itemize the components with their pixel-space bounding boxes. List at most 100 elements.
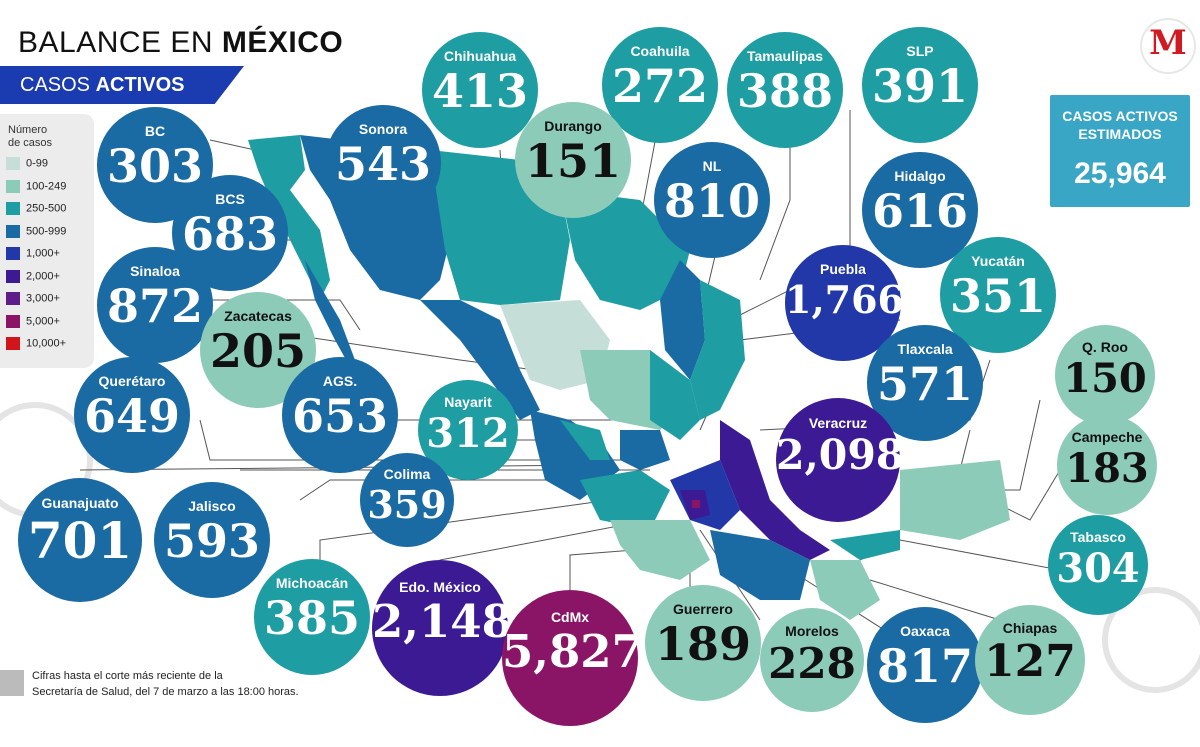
state-active-cases: 701 xyxy=(27,511,133,571)
state-active-cases: 543 xyxy=(334,137,432,192)
legend-label: 2,000+ xyxy=(26,269,60,282)
legend-item: 5,000+ xyxy=(6,314,60,328)
state-bubble: Chiapas 127 xyxy=(975,605,1085,715)
legend-swatch xyxy=(6,202,20,215)
state-active-cases: 303 xyxy=(106,139,204,194)
state-active-cases: 653 xyxy=(291,389,389,444)
state-name: BC xyxy=(144,123,166,140)
state-name: Coahuila xyxy=(630,43,690,60)
state-name: Colima xyxy=(383,466,431,483)
state-name: Michoacán xyxy=(275,575,349,592)
state-bubble: Chihuahua 413 xyxy=(422,32,538,148)
state-name: Jalisco xyxy=(188,498,236,515)
state-name: AGS. xyxy=(322,373,358,390)
state-bubble: Oaxaca 817 xyxy=(867,607,983,723)
milenio-logo: M xyxy=(1140,18,1196,74)
state-name: Sinaloa xyxy=(130,263,180,280)
state-bubble: Morelos 228 xyxy=(760,608,864,712)
state-name: Tamaulipas xyxy=(747,48,823,65)
state-bubble: Durango 151 xyxy=(515,102,631,218)
state-active-cases: 189 xyxy=(654,617,752,672)
state-bubble: Michoacán 385 xyxy=(254,559,370,675)
state-bubble: BC 303 xyxy=(97,107,213,223)
state-active-cases: 413 xyxy=(431,64,529,119)
state-active-cases: 205 xyxy=(209,324,307,379)
footnote-marker xyxy=(0,670,24,696)
state-name: Durango xyxy=(544,118,602,135)
state-active-cases: 593 xyxy=(163,514,261,569)
state-active-cases: 127 xyxy=(984,636,1076,688)
legend-label: 0-99 xyxy=(26,157,49,170)
state-active-cases: 649 xyxy=(83,389,181,444)
state-active-cases: 312 xyxy=(426,410,510,457)
state-bubble: Tamaulipas 388 xyxy=(727,32,843,148)
state-bubble: Tlaxcala 571 xyxy=(867,325,983,441)
state-active-cases: 391 xyxy=(871,59,969,114)
state-name: Querétaro xyxy=(98,373,166,390)
state-active-cases: 351 xyxy=(949,269,1047,324)
legend-label: 3,000+ xyxy=(26,292,60,305)
state-bubble: Sonora 543 xyxy=(325,105,441,221)
estimated-cases-box: CASOS ACTIVOS ESTIMADOS 25,964 xyxy=(1050,95,1190,207)
state-name: Chihuahua xyxy=(443,48,517,65)
state-bubble: Yucatán 351 xyxy=(940,237,1056,353)
legend-swatch xyxy=(6,157,20,170)
state-bubble: Puebla 1,766 xyxy=(785,245,904,361)
legend-label: 100-249 xyxy=(26,179,67,192)
state-name: Hidalgo xyxy=(894,168,946,185)
legend-label: 500-999 xyxy=(26,224,67,237)
state-bubble: NL 810 xyxy=(654,142,770,258)
state-active-cases: 1,766 xyxy=(785,277,904,323)
state-name: Sonora xyxy=(358,121,408,138)
estimated-cases-value: 25,964 xyxy=(1074,157,1166,190)
state-active-cases: 228 xyxy=(768,638,856,688)
state-bubble: Colima 359 xyxy=(360,453,454,547)
state-name: BCS xyxy=(215,191,245,208)
state-bubble: Querétaro 649 xyxy=(74,357,190,473)
legend-label: 250-500 xyxy=(26,202,67,215)
state-name: Guerrero xyxy=(673,601,733,618)
state-bubble: Edo. México 2,148 xyxy=(372,560,513,696)
legend-item: 250-500 xyxy=(6,202,66,215)
state-bubble: Sinaloa 872 xyxy=(97,247,213,363)
state-name: Yucatán xyxy=(971,253,1025,270)
state-bubble: Coahuila 272 xyxy=(602,27,718,143)
footnote: Cifras hasta el corte más reciente de la… xyxy=(32,670,299,698)
state-name: Guanajuato xyxy=(41,495,119,512)
legend-swatch xyxy=(6,314,20,328)
state-active-cases: 151 xyxy=(524,134,622,189)
state-active-cases: 683 xyxy=(181,207,279,262)
state-active-cases: 272 xyxy=(611,59,709,114)
legend-title: Número de casos xyxy=(8,124,53,149)
state-active-cases: 872 xyxy=(106,279,204,334)
state-name: Puebla xyxy=(820,261,866,278)
legend-label: 10,000+ xyxy=(26,337,67,350)
state-active-cases: 388 xyxy=(736,64,834,119)
state-bubble: Tabasco 304 xyxy=(1048,515,1148,615)
state-name: Campeche xyxy=(1071,429,1143,445)
legend-label: 1,000+ xyxy=(26,247,60,260)
state-active-cases: 810 xyxy=(663,174,761,229)
state-bubble: Jalisco 593 xyxy=(154,482,270,598)
state-active-cases: 183 xyxy=(1065,445,1149,492)
state-name: Q. Roo xyxy=(1082,339,1128,355)
state-active-cases: 817 xyxy=(876,639,974,694)
legend-item: 10,000+ xyxy=(6,337,66,350)
state-active-cases: 150 xyxy=(1063,355,1147,402)
legend-swatch xyxy=(6,292,20,305)
state-active-cases: 5,827 xyxy=(502,625,643,679)
legend-item: 500-999 xyxy=(6,224,67,238)
state-bubble: Guanajuato 701 xyxy=(18,478,142,602)
legend-item: 3,000+ xyxy=(6,292,60,305)
state-bubble: Campeche 183 xyxy=(1057,415,1157,515)
legend-swatch xyxy=(6,269,20,283)
state-name: Chiapas xyxy=(1002,620,1058,637)
state-bubble: CdMx 5,827 xyxy=(502,590,643,726)
legend-label: 5,000+ xyxy=(26,314,60,327)
legend-swatch xyxy=(6,224,20,238)
state-active-cases: 2,098 xyxy=(776,431,905,480)
subtitle-banner xyxy=(0,66,244,104)
page-title: BALANCE EN MÉXICO xyxy=(18,26,344,59)
state-active-cases: 616 xyxy=(871,184,969,239)
